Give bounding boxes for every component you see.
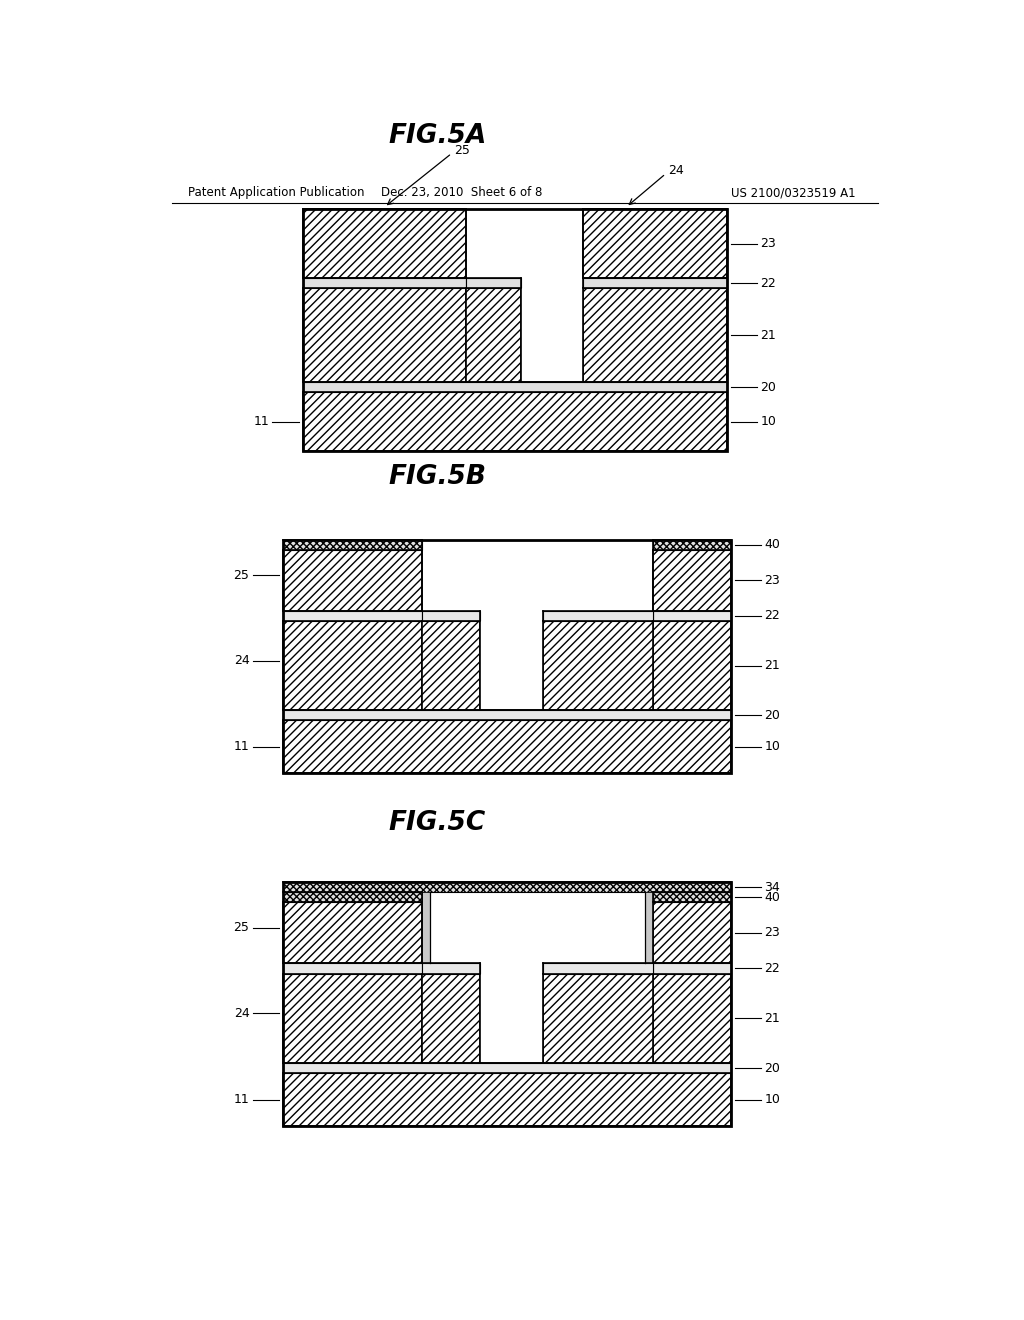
Bar (283, 549, 422, 611)
Bar (283, 882, 731, 1126)
Text: Patent Application Publication: Patent Application Publication (187, 186, 364, 199)
Text: 11: 11 (254, 416, 269, 428)
Bar (303, 210, 466, 279)
Text: 21: 21 (765, 659, 780, 672)
Text: 10: 10 (761, 416, 776, 428)
Bar (283, 721, 731, 774)
Bar (583, 279, 727, 289)
Text: 24: 24 (233, 653, 250, 667)
Text: 20: 20 (765, 709, 780, 722)
Bar (583, 210, 727, 279)
Bar (652, 549, 731, 611)
Text: FIG.5B: FIG.5B (388, 463, 486, 490)
Bar (645, 892, 652, 964)
Bar (283, 903, 422, 964)
Text: 24: 24 (669, 164, 684, 177)
Bar (283, 964, 422, 974)
Bar (543, 620, 652, 710)
Text: FIG.5C: FIG.5C (389, 810, 486, 836)
Bar (283, 620, 422, 710)
Text: 23: 23 (765, 927, 780, 940)
Text: 25: 25 (233, 921, 250, 935)
Bar (283, 974, 422, 1063)
Bar (652, 974, 731, 1063)
Bar (422, 620, 480, 710)
Bar (283, 540, 731, 774)
Text: US 2100/0323519 A1: US 2100/0323519 A1 (731, 186, 856, 199)
Bar (583, 289, 727, 381)
Bar (283, 882, 731, 892)
Bar (480, 974, 543, 1063)
Text: 10: 10 (765, 1093, 780, 1106)
Bar (303, 289, 466, 381)
Text: 23: 23 (761, 238, 776, 251)
Bar (466, 289, 521, 381)
Text: 11: 11 (233, 1093, 250, 1106)
Text: 40: 40 (765, 539, 780, 552)
Bar (283, 892, 422, 903)
Bar (521, 289, 583, 381)
Bar (466, 279, 521, 289)
Bar (283, 710, 731, 721)
Bar (303, 381, 727, 392)
Bar (422, 974, 480, 1063)
Text: 22: 22 (765, 610, 780, 622)
Text: FIG.5A: FIG.5A (388, 123, 486, 149)
Text: 40: 40 (765, 891, 780, 904)
Bar (652, 964, 731, 974)
Bar (480, 620, 543, 710)
Bar (652, 892, 731, 903)
Bar (283, 1073, 731, 1126)
Text: 25: 25 (233, 569, 250, 582)
Text: 23: 23 (765, 574, 780, 586)
Text: 25: 25 (455, 144, 470, 157)
Text: 11: 11 (233, 741, 250, 754)
Text: 20: 20 (761, 380, 776, 393)
Text: 22: 22 (761, 277, 776, 290)
Bar (422, 611, 480, 620)
Bar (652, 620, 731, 710)
Bar (652, 903, 731, 964)
Text: 20: 20 (765, 1061, 780, 1074)
Bar (652, 540, 731, 549)
Bar (303, 392, 727, 451)
Bar (303, 210, 727, 451)
Text: 24: 24 (233, 1007, 250, 1019)
Bar (543, 611, 652, 620)
Bar (543, 974, 652, 1063)
Text: 22: 22 (765, 962, 780, 975)
Text: 21: 21 (761, 329, 776, 342)
Bar (652, 611, 731, 620)
Text: 21: 21 (765, 1011, 780, 1024)
Bar (422, 892, 430, 964)
Bar (283, 540, 422, 549)
Text: 34: 34 (765, 880, 780, 894)
Bar (543, 964, 652, 974)
Bar (303, 279, 466, 289)
Bar (283, 1063, 731, 1073)
Bar (422, 964, 480, 974)
Text: 10: 10 (765, 741, 780, 754)
Text: Dec. 23, 2010  Sheet 6 of 8: Dec. 23, 2010 Sheet 6 of 8 (381, 186, 542, 199)
Bar (283, 611, 422, 620)
